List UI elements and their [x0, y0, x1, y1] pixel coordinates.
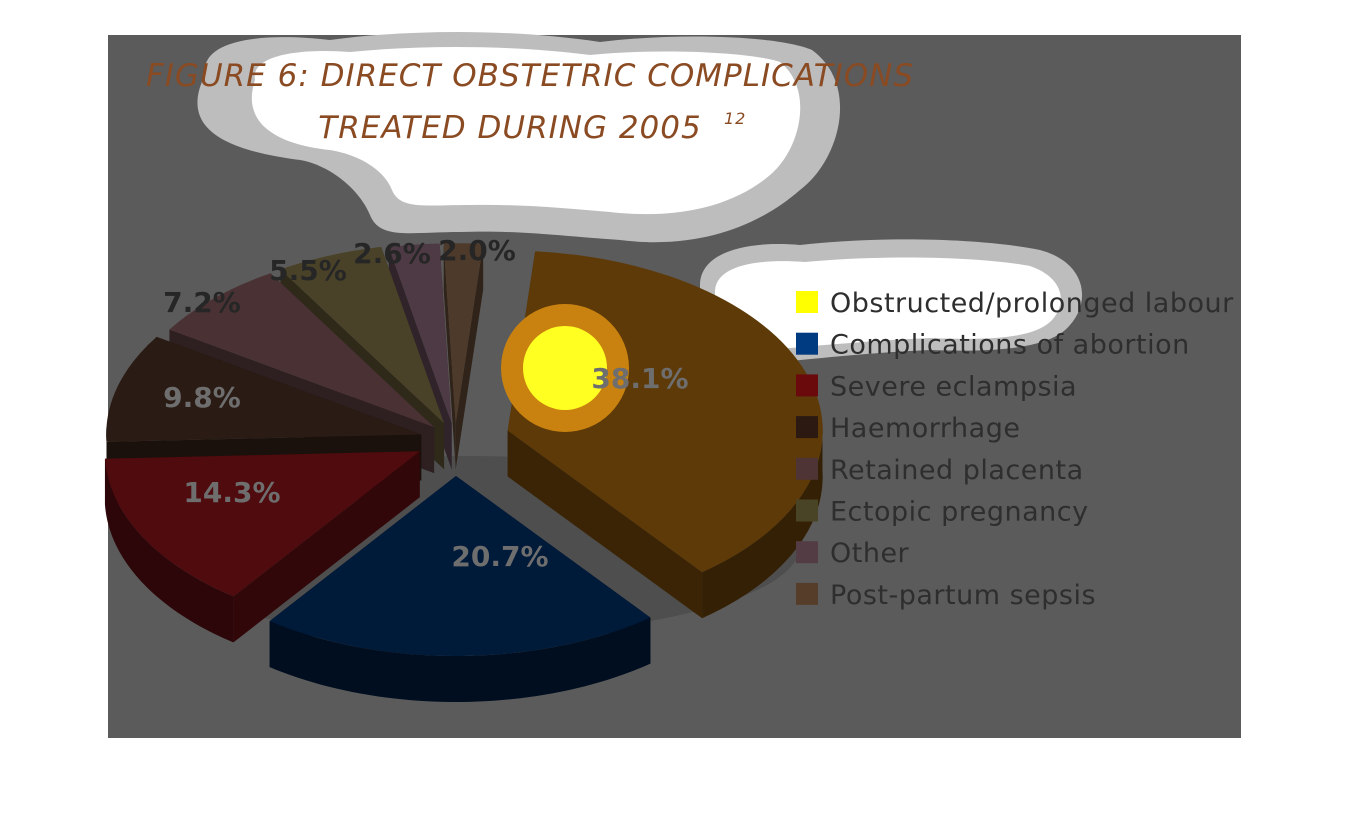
pie-slice-rim	[269, 617, 651, 702]
legend-label: Haemorrhage	[830, 413, 1020, 444]
legend-item: Severe eclampsia	[796, 371, 1077, 402]
legend-swatch	[796, 374, 818, 397]
legend-swatch	[796, 457, 818, 480]
legend-item: Haemorrhage	[796, 413, 1020, 444]
legend-label: Post-partum sepsis	[830, 580, 1096, 611]
pie-slice-top	[269, 475, 651, 656]
pie-slice-7	[443, 243, 484, 470]
legend-item: Complications of abortion	[796, 330, 1190, 361]
legend-item: Obstructed/prolonged labour	[796, 288, 1234, 319]
chart-title-line-1: FIGURE 6: DIRECT OBSTETRIC COMPLICATIONS	[146, 58, 914, 94]
legend-label: Obstructed/prolonged labour	[830, 288, 1234, 319]
pie-value-label: 5.5%	[269, 254, 347, 287]
chart-legend: Obstructed/prolonged labour Complications…	[796, 288, 1234, 611]
legend-swatch	[796, 291, 818, 313]
pie-value-labels: 38.1% 20.7% 14.3% 9.8% 7.2% 5.5%2.6% 2.0%	[163, 234, 688, 573]
pie-slice-top	[388, 243, 452, 424]
legend-swatch	[796, 416, 818, 439]
legend-label: Severe eclampsia	[830, 371, 1077, 402]
legend-item: Retained placenta	[796, 455, 1084, 486]
pie-slice-2	[104, 451, 420, 643]
pie-slice-top	[104, 451, 420, 597]
pie-slice-rim	[104, 458, 234, 643]
pie-slice-rim	[702, 423, 823, 619]
legend-label: Other	[830, 538, 910, 569]
pie-value-label: 14.3%	[183, 476, 280, 509]
legend-item: Other	[796, 538, 910, 569]
pie-slices	[104, 243, 823, 702]
legend-label: Complications of abortion	[830, 330, 1190, 361]
legend-swatch	[796, 499, 818, 522]
chart-title-line-2: TREATED DURING 2005	[318, 110, 701, 146]
legend-label: Retained placenta	[830, 455, 1084, 486]
legend-item: Post-partum sepsis	[796, 580, 1096, 611]
legend-swatch	[796, 582, 818, 605]
pie-slice-top	[169, 273, 435, 428]
legend-label: Ectopic pregnancy	[830, 497, 1089, 528]
pie-slice-top	[106, 336, 422, 442]
pie-value-label: 2.0%	[438, 234, 516, 267]
pie-value-label: 2.6%	[353, 237, 431, 270]
pie-slice-top	[443, 243, 484, 424]
pie-value-label: 20.7%	[451, 540, 548, 573]
legend-swatch	[796, 332, 818, 355]
pie-slice-wall	[443, 243, 456, 470]
highlight-glow-inner	[523, 326, 607, 410]
pie-value-label: 7.2%	[163, 286, 241, 319]
legend-item: Ectopic pregnancy	[796, 497, 1089, 528]
chart-title: FIGURE 6: DIRECT OBSTETRIC COMPLICATIONS…	[146, 58, 914, 146]
cloud-decoration	[197, 31, 1083, 363]
pie-slice-wall	[455, 243, 484, 470]
pie-slice-wall	[507, 430, 703, 619]
legend-swatch	[796, 541, 818, 564]
chart-title-superscript: 12	[724, 109, 746, 128]
pie-slice-1	[269, 475, 651, 702]
pie-slice-wall	[233, 451, 420, 643]
pie-value-label: 38.1%	[591, 362, 688, 395]
pie-slice-top	[280, 246, 445, 424]
pie-value-label: 9.8%	[163, 381, 241, 414]
